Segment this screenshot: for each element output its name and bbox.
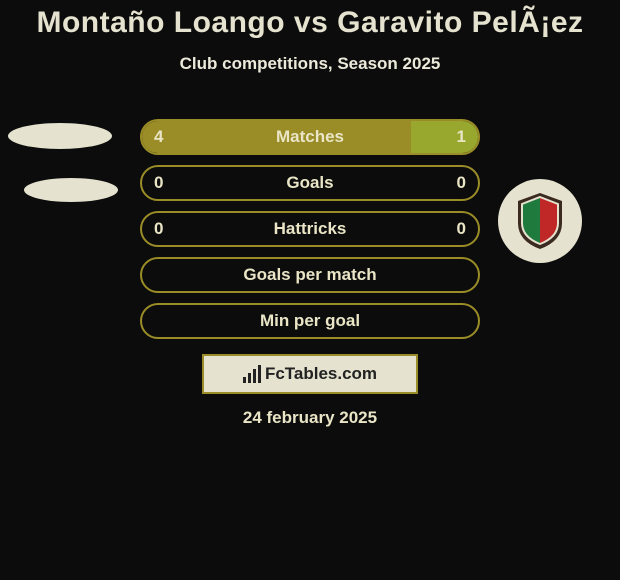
stat-bar-left-fill [142,121,411,153]
stat-label: Min per goal [142,305,478,339]
date-text: 24 february 2025 [0,408,620,428]
stat-row: 0 0Goals [0,165,620,211]
subtitle: Club competitions, Season 2025 [0,54,620,74]
brand-bars-icon [243,365,261,383]
stat-row: Min per goal [0,303,620,349]
stat-label: Hattricks [142,213,478,247]
page-title: Montaño Loango vs Garavito PelÃ¡ez [0,0,620,40]
stat-value-right: 0 [457,167,466,201]
stat-value-left: 4 [154,121,163,155]
stat-bar-track: 0 0Hattricks [140,211,480,247]
stat-value-left: 0 [154,213,163,247]
stat-value-right: 1 [457,121,466,155]
stat-label: Goals per match [142,259,478,293]
stat-bar-track: Min per goal [140,303,480,339]
stat-row: 0 0Hattricks [0,211,620,257]
brand-text: FcTables.com [265,364,377,384]
stat-label: Goals [142,167,478,201]
stat-bar-track: 0 0Goals [140,165,480,201]
stat-value-right: 0 [457,213,466,247]
stat-row: Goals per match [0,257,620,303]
stat-value-left: 0 [154,167,163,201]
brand-box: FcTables.com [202,354,418,394]
stat-rows: 41Matches00Goals00HattricksGoals per mat… [0,119,620,349]
stat-bar-track: Goals per match [140,257,480,293]
stat-row: 41Matches [0,119,620,165]
comparison-card: Montaño Loango vs Garavito PelÃ¡ez Club … [0,0,620,580]
stat-bar-right-fill [411,121,478,153]
stat-bar-track: 41Matches [140,119,480,155]
